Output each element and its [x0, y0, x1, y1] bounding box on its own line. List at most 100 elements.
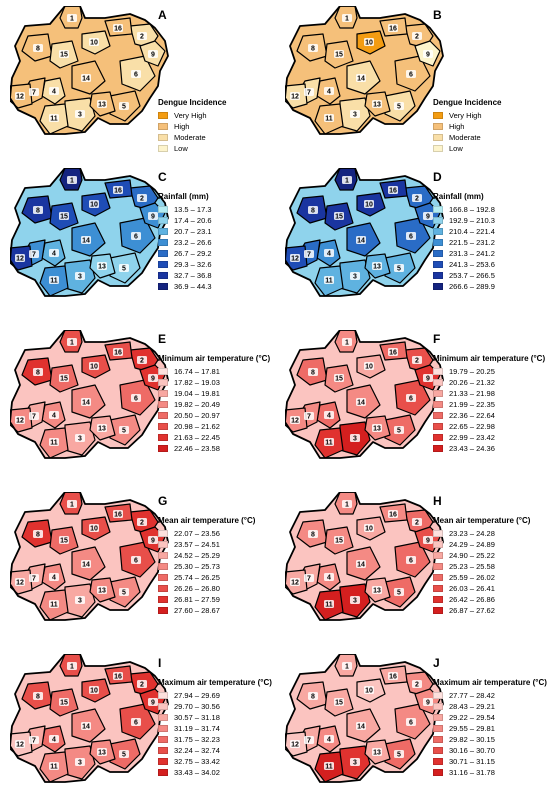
region-label: 14	[82, 399, 90, 406]
legend-swatch	[158, 412, 168, 419]
legend-swatch	[433, 607, 443, 614]
region-label: 13	[98, 425, 106, 432]
region-label: 16	[114, 511, 122, 518]
region-label: 5	[122, 265, 126, 272]
legend-item: 26.42 – 26.86	[433, 594, 530, 605]
panel-letter: G	[158, 494, 168, 508]
region-label: 2	[415, 33, 419, 40]
region-label: 4	[327, 250, 331, 257]
region-label: 6	[409, 71, 413, 78]
region-label: 9	[151, 213, 155, 220]
region-label: 6	[409, 233, 413, 240]
legend-title: Minimum air temperature (°C)	[433, 354, 546, 363]
legend-swatch	[433, 692, 443, 699]
legend-swatch	[158, 585, 168, 592]
legend-swatch	[158, 714, 168, 721]
legend-label: 25.23 – 25.58	[449, 562, 495, 571]
legend-label: 24.29 – 24.89	[449, 540, 495, 549]
region-label: 4	[327, 412, 331, 419]
legend-label: 20.98 – 21.62	[174, 422, 220, 431]
legend-swatch	[158, 607, 168, 614]
legend-label: 26.81 – 27.59	[174, 595, 220, 604]
region-label: 6	[134, 719, 138, 726]
map-panel-a: 1 2 3 4 5 6 7 8 9 10 11 12 13 14 15 16 A Dengue Incidence…	[0, 0, 275, 162]
legend-item: 241.3 – 253.6	[433, 259, 495, 270]
legend-item: 253.7 – 266.5	[433, 270, 495, 281]
legend-label: Low	[449, 144, 463, 153]
legend-item: 23.23 – 24.28	[433, 528, 530, 539]
legend-label: 21.63 – 22.45	[174, 433, 220, 442]
legend-item: 36.9 – 44.3	[158, 281, 212, 292]
legend-label: 21.99 – 22.35	[449, 400, 495, 409]
legend-swatch	[433, 412, 443, 419]
region-label: 4	[52, 412, 56, 419]
region-label: 10	[90, 525, 98, 532]
legend-label: 24.52 – 25.29	[174, 551, 220, 560]
state-outline	[285, 492, 444, 621]
legend-label: 241.3 – 253.6	[449, 260, 495, 269]
region-label: 13	[98, 587, 106, 594]
legend-label: 19.82 – 20.49	[174, 400, 220, 409]
map-panel-c: 1 2 3 4 5 6 7 8 9 10 11 12 13 14 15 16 C Rainfall (mm) 13.…	[0, 162, 275, 324]
legend-item: 22.36 – 22.64	[433, 410, 545, 421]
legend-label: 30.57 – 31.18	[174, 713, 220, 722]
legend-swatch	[433, 272, 443, 279]
legend-label: 192.9 – 210.3	[449, 216, 495, 225]
legend-label: 20.50 – 20.97	[174, 411, 220, 420]
panel-letter: C	[158, 170, 167, 184]
legend-swatch	[158, 434, 168, 441]
region-label: 1	[70, 663, 74, 670]
legend-item: 25.30 – 25.73	[158, 561, 255, 572]
legend-swatch	[158, 423, 168, 430]
legend-item: High	[433, 121, 501, 132]
region-label: 7	[32, 89, 36, 96]
region-label: 11	[325, 763, 333, 770]
legend-label: 20.7 – 23.1	[174, 227, 212, 236]
region-label: 9	[151, 537, 155, 544]
legend-item: 25.23 – 25.58	[433, 561, 530, 572]
region-label: 15	[60, 537, 68, 544]
legend-swatch	[433, 401, 443, 408]
legend-item: High	[158, 121, 226, 132]
region-label: 5	[397, 265, 401, 272]
region-label: 16	[114, 349, 122, 356]
legend-swatch	[433, 530, 443, 537]
state-outline	[285, 168, 444, 297]
map-panel-i: 1 2 3 4 5 6 7 8 9 10 11 12 13 14 15 16 I Maximum air temp…	[0, 648, 275, 810]
legend-item: 31.16 – 31.78	[433, 767, 547, 778]
legend-label: 30.71 – 31.15	[449, 757, 495, 766]
legend-item: 25.59 – 26.02	[433, 572, 530, 583]
region-label: 8	[36, 207, 40, 214]
region-label: 11	[50, 277, 58, 284]
region-label: 9	[151, 51, 155, 58]
legend-label: 26.03 – 26.41	[449, 584, 495, 593]
legend-swatch	[433, 725, 443, 732]
legend-item: 23.43 – 24.36	[433, 443, 545, 454]
legend-item: 21.63 – 22.45	[158, 432, 270, 443]
region-label: 7	[32, 413, 36, 420]
legend-swatch	[433, 112, 443, 119]
region-label: 2	[140, 357, 144, 364]
legend-label: 21.33 – 21.98	[449, 389, 495, 398]
legend-swatch	[158, 563, 168, 570]
legend-label: 29.22 – 29.54	[449, 713, 495, 722]
region-label: 4	[52, 736, 56, 743]
legend-item: 19.82 – 20.49	[158, 399, 270, 410]
region-label: 7	[307, 413, 311, 420]
legend-label: 29.70 – 30.56	[174, 702, 220, 711]
legend-label: 221.5 – 231.2	[449, 238, 495, 247]
legend-swatch	[158, 134, 168, 141]
region-label: 6	[134, 557, 138, 564]
legend-swatch	[433, 585, 443, 592]
legend: Dengue Incidence Very High High Moderate Low	[158, 98, 226, 154]
legend-item: 17.82 – 19.03	[158, 377, 270, 388]
region-label: 14	[82, 561, 90, 568]
legend-label: 166.8 – 192.8	[449, 205, 495, 214]
legend-item: 24.90 – 25.22	[433, 550, 530, 561]
region-label: 10	[365, 363, 373, 370]
legend-title: Mean air temperature (°C)	[433, 516, 531, 525]
legend-item: Low	[158, 143, 226, 154]
